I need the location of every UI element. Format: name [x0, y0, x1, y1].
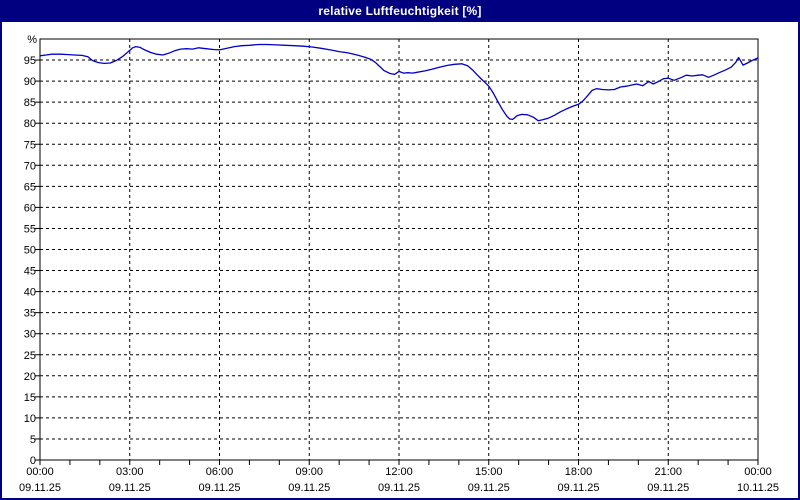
titlebar: relative Luftfeuchtigkeit [%] [2, 2, 798, 22]
y-tick-label: 85 [24, 97, 36, 109]
x-date-label: 09.11.25 [647, 482, 689, 494]
x-time-label: 00:00 [744, 466, 772, 478]
y-tick-label: 0 [30, 455, 36, 467]
x-tick-labels: 00:00 09.11.25 03:00 09.11.25 06:00 09.11.25 0… [19, 466, 779, 494]
x-time-label: 12:00 [385, 466, 413, 478]
y-tick-label: 90 [24, 76, 36, 88]
y-tick-label: 35 [24, 308, 36, 320]
y-tick-label: 75 [24, 139, 36, 151]
x-date-label: 09.11.25 [288, 482, 330, 494]
y-tick-label: 55 [24, 223, 36, 235]
y-tick-label: 20 [24, 371, 36, 383]
y-tick-labels: 0 5 10 15 20 25 30 35 40 45 50 55 60 65 70 75 80 85 90 95 [24, 55, 36, 467]
y-tick-label: 95 [24, 55, 36, 67]
chart-title: relative Luftfeuchtigkeit [%] [318, 4, 482, 18]
x-ticks [39, 460, 759, 465]
x-date-label: 09.11.25 [468, 482, 510, 494]
y-tick-label: 50 [24, 245, 36, 257]
y-tick-label: 5 [30, 434, 36, 446]
y-tick-label: 70 [24, 160, 36, 172]
y-axis-unit-label: % [27, 34, 37, 46]
x-time-label: 06:00 [206, 466, 234, 478]
x-date-label: 09.11.25 [557, 482, 599, 494]
y-tick-label: 80 [24, 118, 36, 130]
y-tick-label: 60 [24, 202, 36, 214]
y-tick-label: 40 [24, 287, 36, 299]
x-date-label: 10.11.25 [737, 482, 779, 494]
humidity-series-line [39, 43, 759, 122]
x-date-label: 09.11.25 [198, 482, 240, 494]
y-ticks [35, 59, 40, 461]
x-date-label: 09.11.25 [378, 482, 420, 494]
x-date-label: 09.11.25 [109, 482, 151, 494]
x-time-label: 21:00 [654, 466, 682, 478]
x-time-label: 00:00 [26, 466, 54, 478]
y-tick-label: 15 [24, 392, 36, 404]
y-tick-label: 30 [24, 329, 36, 341]
y-tick-label: 45 [24, 266, 36, 278]
y-tick-label: 65 [24, 181, 36, 193]
x-date-label: 09.11.25 [19, 482, 61, 494]
x-time-label: 09:00 [295, 466, 323, 478]
y-tick-label: 10 [24, 413, 36, 425]
y-tick-label: 25 [24, 350, 36, 362]
x-time-label: 18:00 [565, 466, 593, 478]
x-time-label: 15:00 [475, 466, 503, 478]
x-time-label: 03:00 [116, 466, 144, 478]
v-gridlines [129, 39, 669, 460]
